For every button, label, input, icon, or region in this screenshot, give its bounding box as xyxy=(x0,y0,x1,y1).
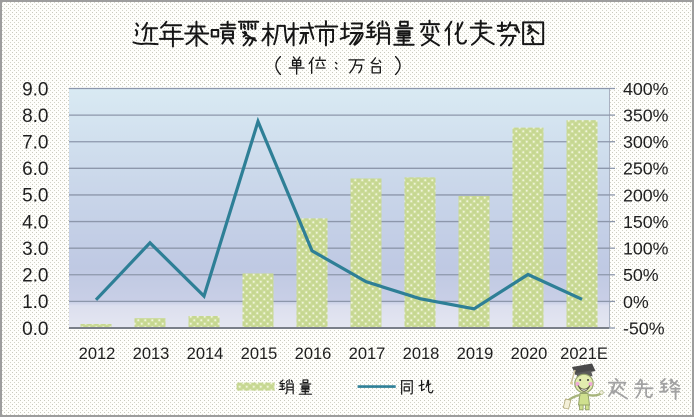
svg-text:0%: 0% xyxy=(623,292,649,312)
svg-text:2015: 2015 xyxy=(241,345,278,363)
svg-text:2016: 2016 xyxy=(295,345,332,363)
svg-text:2012: 2012 xyxy=(79,345,116,363)
svg-text:2014: 2014 xyxy=(187,345,224,363)
svg-text:2021E: 2021E xyxy=(560,345,608,363)
svg-text:5.0: 5.0 xyxy=(22,186,48,207)
svg-text:2.0: 2.0 xyxy=(22,266,48,287)
svg-text:2018: 2018 xyxy=(403,345,440,363)
svg-text:6.0: 6.0 xyxy=(22,159,48,180)
svg-text:1.0: 1.0 xyxy=(22,292,48,313)
svg-text:3.0: 3.0 xyxy=(22,239,48,260)
svg-text:200%: 200% xyxy=(623,185,669,205)
svg-text:100%: 100% xyxy=(623,239,669,259)
svg-text:150%: 150% xyxy=(623,212,669,232)
svg-text:2019: 2019 xyxy=(457,345,494,363)
svg-text:2013: 2013 xyxy=(133,345,170,363)
svg-text:0.0: 0.0 xyxy=(22,319,48,340)
svg-text:2017: 2017 xyxy=(349,345,386,363)
svg-text:4.0: 4.0 xyxy=(22,212,48,233)
svg-text:9.0: 9.0 xyxy=(22,79,48,100)
svg-text:8.0: 8.0 xyxy=(22,106,48,127)
svg-text:2020: 2020 xyxy=(511,345,548,363)
svg-text:50%: 50% xyxy=(623,265,659,285)
svg-text:300%: 300% xyxy=(623,132,669,152)
svg-text:7.0: 7.0 xyxy=(22,133,48,154)
svg-text:250%: 250% xyxy=(623,159,669,179)
svg-text:350%: 350% xyxy=(623,106,669,126)
svg-text:-50%: -50% xyxy=(623,318,665,338)
svg-text:400%: 400% xyxy=(623,79,669,99)
